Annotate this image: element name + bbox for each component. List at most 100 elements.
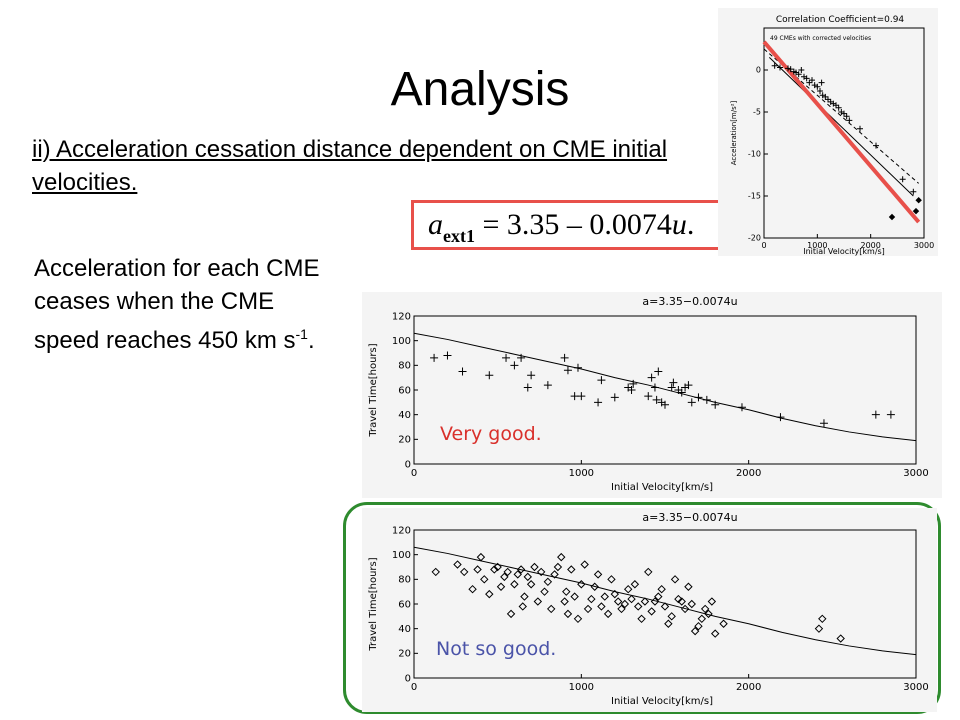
y-tick-label: -5 [753, 108, 761, 117]
data-point-plus [694, 393, 703, 402]
y-tick-label: 120 [392, 311, 411, 322]
data-point-plus [570, 392, 579, 401]
x-axis-label: Initial Velocity[km/s] [611, 482, 713, 493]
data-point-diamond [473, 565, 482, 574]
body-text: Acceleration for each CME ceases when th… [34, 252, 344, 357]
data-point-diamond [704, 609, 713, 619]
data-point-diamond [485, 589, 494, 599]
data-point-diamond [623, 584, 633, 594]
data-point-plus [661, 400, 669, 409]
x-tick-label: 2000 [860, 241, 880, 250]
fit-line-solid [768, 57, 914, 197]
data-point-diamond [719, 619, 728, 628]
highlight-fit-line [762, 40, 921, 224]
data-point-plus [684, 381, 693, 390]
y-axis-label: Acceleration[m/s²] [730, 100, 738, 165]
formula-subscript: ext1 [443, 226, 475, 246]
data-point-diamond [707, 597, 717, 606]
y-tick-label: 80 [398, 575, 411, 586]
data-point-diamond [480, 575, 489, 584]
fit-line-dashed [763, 48, 919, 184]
data-point-plus [644, 392, 653, 401]
data-point-diamond [523, 572, 532, 582]
data-point-diamond [500, 572, 509, 582]
model-curve [413, 332, 917, 442]
data-point-diamond [654, 592, 663, 601]
data-point-plus [458, 367, 467, 376]
data-point-plus [502, 353, 511, 362]
data-point-diamond [888, 213, 896, 221]
data-point-plus [667, 383, 676, 392]
y-tick-label: -10 [748, 150, 761, 159]
data-point-diamond [640, 597, 650, 606]
data-point-diamond [836, 634, 845, 643]
data-point-plus [846, 117, 853, 124]
data-point-diamond [518, 602, 527, 611]
data-point-diamond [493, 562, 502, 572]
data-point-diamond [570, 592, 579, 601]
y-tick-label: 100 [392, 336, 411, 347]
y-tick-label: 120 [392, 525, 411, 536]
data-point-diamond [700, 604, 710, 614]
data-point-diamond [697, 614, 707, 624]
data-point-diamond [670, 575, 680, 584]
data-point-diamond [644, 567, 653, 577]
data-point-plus [803, 75, 810, 82]
data-point-plus [430, 353, 439, 362]
formula-lhs: a [428, 208, 443, 241]
data-point-plus [702, 395, 711, 404]
data-point-diamond [496, 582, 506, 591]
data-point-plus [563, 366, 572, 375]
data-point-plus [787, 66, 794, 73]
data-point-diamond [915, 196, 922, 204]
formula-box: aext1 = 3.35 – 0.0074u. [411, 200, 733, 250]
x-tick-label: 3000 [903, 682, 928, 693]
data-point-diamond [687, 599, 696, 609]
data-point-diamond [580, 560, 589, 569]
data-point-diamond [634, 602, 643, 611]
data-point-plus [843, 113, 850, 120]
data-point-diamond [503, 567, 512, 577]
y-tick-label: 0 [405, 673, 411, 684]
y-tick-label: 40 [398, 624, 411, 635]
highlight-box [343, 502, 941, 714]
data-point-diamond [550, 570, 559, 579]
data-point-plus [485, 371, 494, 380]
data-point-diamond [690, 626, 700, 636]
data-point-diamond [710, 629, 720, 638]
data-point-diamond [459, 567, 469, 577]
data-point-diamond [657, 584, 666, 594]
data-point-diamond [593, 570, 603, 579]
data-point-diamond [562, 587, 571, 596]
data-point-diamond [453, 560, 462, 569]
data-point-plus [841, 110, 847, 117]
data-point-plus [737, 403, 746, 412]
data-point-plus [677, 388, 686, 397]
data-point-diamond [540, 587, 549, 596]
data-point-plus [610, 393, 619, 402]
data-point-plus [822, 93, 829, 100]
data-point-diamond [617, 604, 626, 614]
data-point-diamond [607, 575, 616, 584]
data-point-plus [597, 376, 606, 385]
data-point-diamond [547, 604, 556, 614]
data-point-diamond [597, 602, 606, 611]
data-point-diamond [577, 580, 586, 589]
data-point-diamond [664, 619, 673, 628]
data-point-plus [560, 353, 569, 362]
travel-time-chart-diamond: a=3.35−0.0074u Initial Velocity[km/s] Tr… [362, 508, 937, 712]
x-tick-label: 0 [761, 241, 766, 250]
x-tick-label: 3000 [914, 241, 934, 250]
data-point-plus [873, 142, 879, 149]
data-point-diamond [684, 582, 693, 591]
data-point-plus [833, 102, 839, 109]
data-point-plus [886, 410, 895, 419]
formula-end: . [686, 208, 695, 241]
data-point-plus [899, 176, 906, 183]
data-point-diamond [510, 580, 519, 589]
y-tick-label: 80 [398, 361, 411, 372]
x-tick-label: 1000 [569, 682, 594, 693]
data-point-diamond [600, 592, 609, 601]
x-tick-label: 1000 [807, 241, 827, 250]
data-point-diamond [573, 614, 583, 624]
